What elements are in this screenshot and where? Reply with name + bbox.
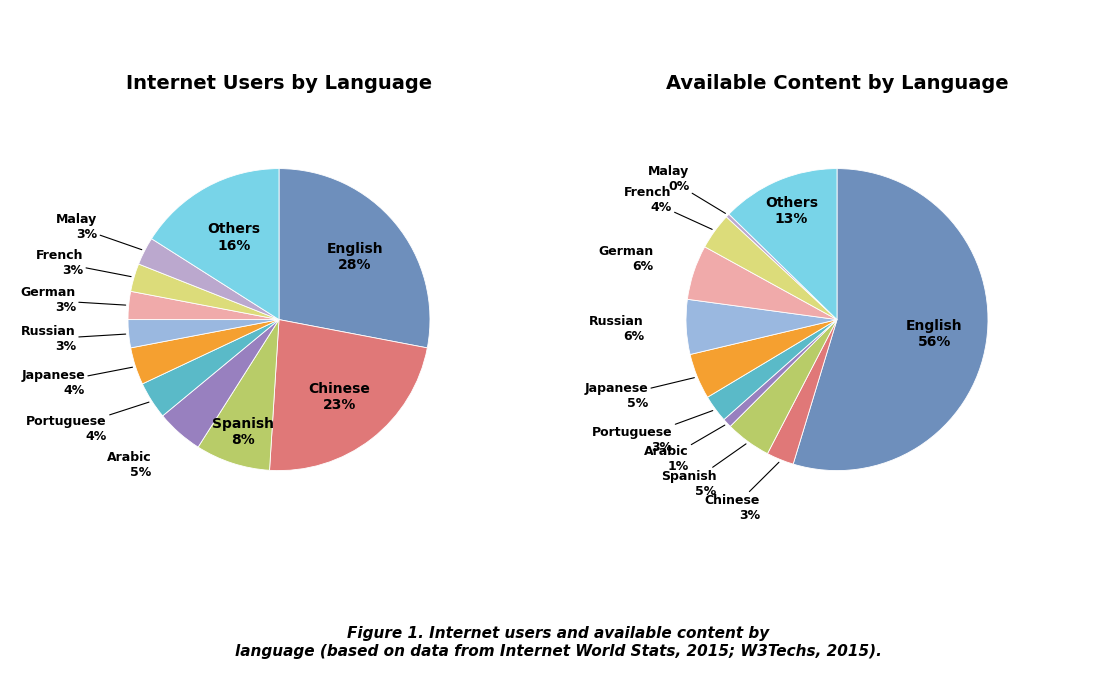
Text: English
28%: English 28% — [326, 242, 383, 272]
Wedge shape — [143, 320, 279, 416]
Text: Figure 1. Internet users and available content by
language (based on data from I: Figure 1. Internet users and available c… — [234, 626, 882, 659]
Text: English
56%: English 56% — [906, 319, 962, 349]
Wedge shape — [270, 320, 427, 471]
Text: Russian
3%: Russian 3% — [21, 325, 126, 353]
Text: Others
13%: Others 13% — [764, 196, 818, 226]
Wedge shape — [690, 320, 837, 397]
Title: Internet Users by Language: Internet Users by Language — [126, 73, 432, 92]
Text: Malay
3%: Malay 3% — [56, 213, 142, 250]
Wedge shape — [724, 320, 837, 426]
Wedge shape — [768, 320, 837, 464]
Text: German
6%: German 6% — [598, 245, 654, 273]
Text: Chinese
3%: Chinese 3% — [705, 462, 779, 522]
Text: Malay
0%: Malay 0% — [648, 165, 725, 214]
Text: Japanese
5%: Japanese 5% — [585, 377, 694, 411]
Wedge shape — [128, 291, 279, 320]
Text: Arabic
5%: Arabic 5% — [106, 451, 151, 479]
Wedge shape — [730, 320, 837, 454]
Text: Spanish
5%: Spanish 5% — [661, 444, 745, 498]
Wedge shape — [152, 169, 279, 320]
Text: Spanish
8%: Spanish 8% — [212, 417, 273, 447]
Wedge shape — [128, 320, 279, 348]
Wedge shape — [686, 299, 837, 354]
Text: Arabic
1%: Arabic 1% — [644, 425, 724, 473]
Text: German
3%: German 3% — [21, 286, 126, 314]
Wedge shape — [729, 169, 837, 320]
Wedge shape — [131, 320, 279, 384]
Wedge shape — [199, 320, 279, 471]
Wedge shape — [727, 214, 837, 320]
Wedge shape — [793, 169, 988, 471]
Text: Russian
6%: Russian 6% — [589, 315, 644, 343]
Text: Portuguese
4%: Portuguese 4% — [27, 402, 148, 443]
Wedge shape — [279, 169, 430, 348]
Text: Chinese
23%: Chinese 23% — [308, 382, 371, 412]
Wedge shape — [138, 239, 279, 320]
Text: Japanese
4%: Japanese 4% — [21, 367, 133, 396]
Wedge shape — [163, 320, 279, 447]
Wedge shape — [687, 247, 837, 320]
Text: Portuguese
3%: Portuguese 3% — [591, 411, 713, 454]
Text: French
3%: French 3% — [36, 249, 131, 277]
Wedge shape — [704, 217, 837, 320]
Wedge shape — [708, 320, 837, 420]
Wedge shape — [131, 264, 279, 320]
Title: Available Content by Language: Available Content by Language — [665, 73, 1009, 92]
Text: French
4%: French 4% — [624, 186, 712, 229]
Text: Others
16%: Others 16% — [208, 222, 260, 253]
